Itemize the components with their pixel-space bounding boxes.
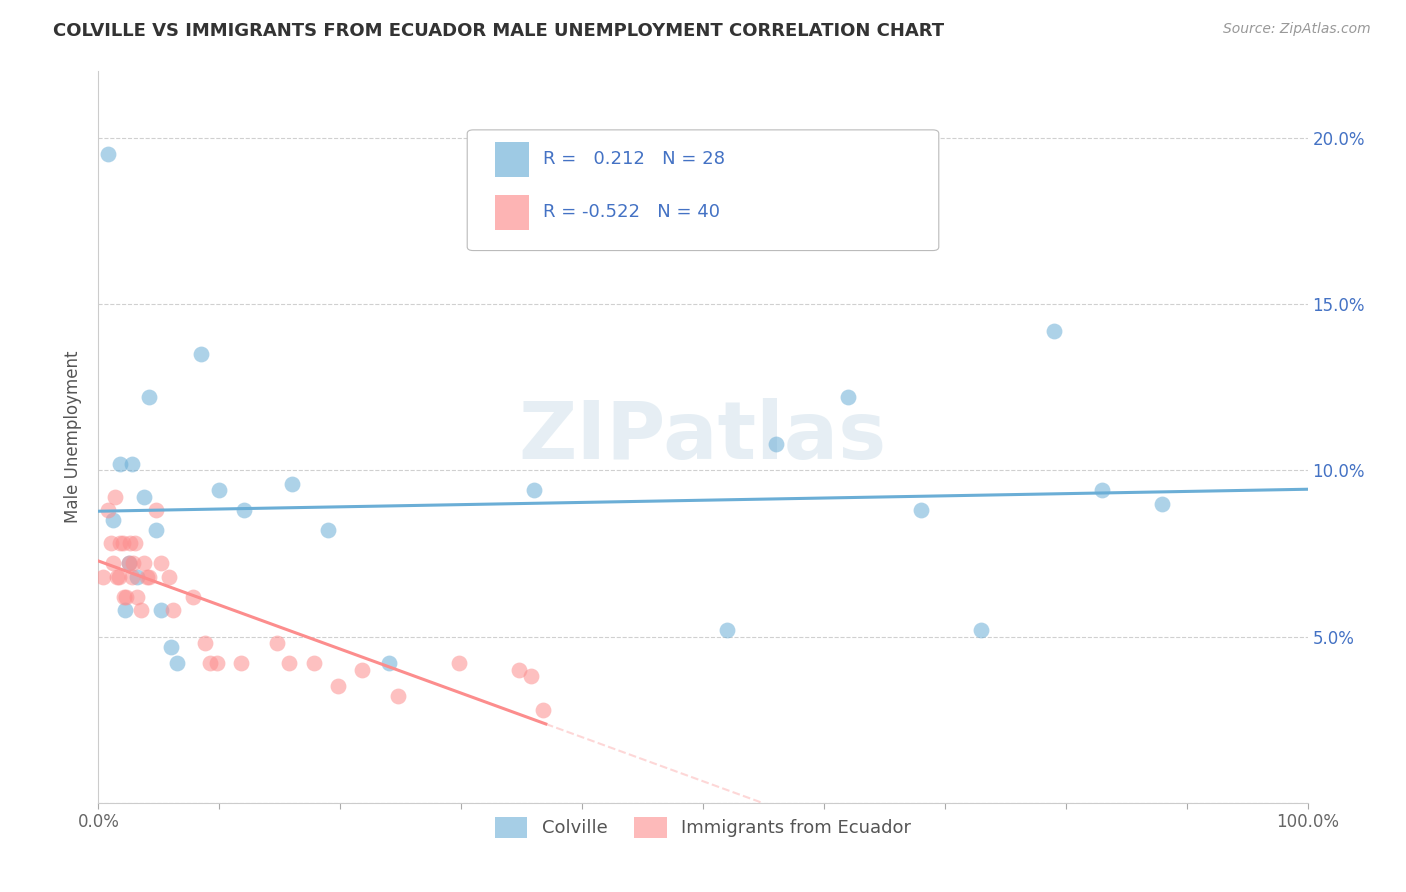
Y-axis label: Male Unemployment: Male Unemployment bbox=[65, 351, 83, 524]
Point bbox=[350, 663, 373, 677]
Point bbox=[138, 390, 160, 404]
Point bbox=[127, 590, 149, 604]
Point bbox=[208, 483, 231, 498]
Text: Source: ZipAtlas.com: Source: ZipAtlas.com bbox=[1223, 22, 1371, 37]
Point bbox=[111, 536, 134, 550]
Point bbox=[114, 603, 136, 617]
Point bbox=[150, 557, 173, 571]
Point bbox=[150, 603, 173, 617]
Point bbox=[326, 680, 349, 694]
Point bbox=[190, 347, 212, 361]
Point bbox=[91, 570, 114, 584]
Point bbox=[194, 636, 217, 650]
Point bbox=[232, 503, 254, 517]
Point bbox=[118, 557, 141, 571]
Point bbox=[716, 623, 738, 637]
Point bbox=[105, 570, 128, 584]
Point bbox=[121, 457, 143, 471]
Point bbox=[108, 457, 131, 471]
Point bbox=[134, 557, 156, 571]
Point bbox=[108, 570, 131, 584]
Point bbox=[970, 623, 993, 637]
Point bbox=[118, 536, 141, 550]
Point bbox=[101, 557, 124, 571]
Point bbox=[278, 656, 301, 670]
Point bbox=[135, 570, 157, 584]
Point bbox=[122, 557, 145, 571]
FancyBboxPatch shape bbox=[467, 130, 939, 251]
Point bbox=[302, 656, 325, 670]
Text: ZIPatlas: ZIPatlas bbox=[519, 398, 887, 476]
Point bbox=[97, 503, 120, 517]
Point bbox=[115, 590, 138, 604]
Point bbox=[162, 603, 184, 617]
Point bbox=[97, 147, 120, 161]
Point bbox=[112, 590, 135, 604]
Point bbox=[124, 536, 146, 550]
Point bbox=[121, 570, 143, 584]
Point bbox=[266, 636, 288, 650]
Point bbox=[523, 483, 546, 498]
Point bbox=[127, 570, 149, 584]
Point bbox=[181, 590, 204, 604]
Point bbox=[377, 656, 399, 670]
Point bbox=[145, 523, 167, 537]
Point bbox=[508, 663, 530, 677]
Point bbox=[108, 536, 131, 550]
Point bbox=[205, 656, 228, 670]
Point bbox=[387, 690, 409, 704]
Text: R =   0.212   N = 28: R = 0.212 N = 28 bbox=[543, 150, 725, 168]
Point bbox=[910, 503, 932, 517]
Point bbox=[837, 390, 859, 404]
FancyBboxPatch shape bbox=[495, 194, 529, 230]
Point bbox=[765, 436, 787, 450]
Point bbox=[1152, 497, 1174, 511]
Point bbox=[316, 523, 339, 537]
Legend: Colville, Immigrants from Ecuador: Colville, Immigrants from Ecuador bbox=[488, 810, 918, 845]
Point bbox=[229, 656, 252, 670]
Point bbox=[531, 703, 554, 717]
Point bbox=[138, 570, 160, 584]
FancyBboxPatch shape bbox=[495, 142, 529, 177]
Point bbox=[129, 603, 152, 617]
Point bbox=[100, 536, 122, 550]
Point bbox=[447, 656, 470, 670]
Point bbox=[198, 656, 221, 670]
Point bbox=[118, 557, 141, 571]
Point bbox=[1091, 483, 1114, 498]
Point bbox=[520, 669, 543, 683]
Point bbox=[145, 503, 167, 517]
Text: COLVILLE VS IMMIGRANTS FROM ECUADOR MALE UNEMPLOYMENT CORRELATION CHART: COLVILLE VS IMMIGRANTS FROM ECUADOR MALE… bbox=[53, 22, 945, 40]
Point bbox=[157, 570, 180, 584]
Point bbox=[104, 490, 127, 504]
Point bbox=[166, 656, 188, 670]
Point bbox=[160, 640, 183, 654]
Point bbox=[281, 476, 304, 491]
Text: R = -0.522   N = 40: R = -0.522 N = 40 bbox=[543, 203, 720, 221]
Point bbox=[1042, 324, 1064, 338]
Point bbox=[101, 513, 124, 527]
Point bbox=[134, 490, 156, 504]
